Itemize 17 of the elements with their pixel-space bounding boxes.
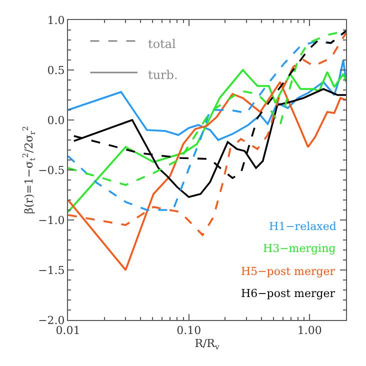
text: H5−post merger bbox=[241, 265, 336, 278]
text: H6−post merger bbox=[241, 287, 336, 300]
text: H3−merging bbox=[263, 242, 336, 255]
annotation: turb. bbox=[148, 68, 178, 82]
text: H1−relaxed bbox=[269, 220, 336, 233]
y-tick-label: −2.0 bbox=[38, 314, 65, 327]
y-tick-label: 0.0 bbox=[47, 114, 65, 127]
x-tick-label: 1.00 bbox=[297, 324, 322, 338]
y-tick-label: 1.0 bbox=[47, 14, 65, 27]
y-tick-label: −1.0 bbox=[38, 214, 65, 227]
x-tick-label: 0.01 bbox=[56, 324, 80, 338]
y-tick-label: −0.5 bbox=[38, 164, 65, 177]
y-tick-label: −1.5 bbox=[38, 264, 65, 277]
x-tick-label: 0.10 bbox=[176, 324, 202, 338]
y-tick-label: 0.5 bbox=[47, 64, 65, 77]
x-axis-title: R/R$_{v}$ bbox=[194, 337, 220, 352]
annotation: total bbox=[148, 37, 176, 51]
